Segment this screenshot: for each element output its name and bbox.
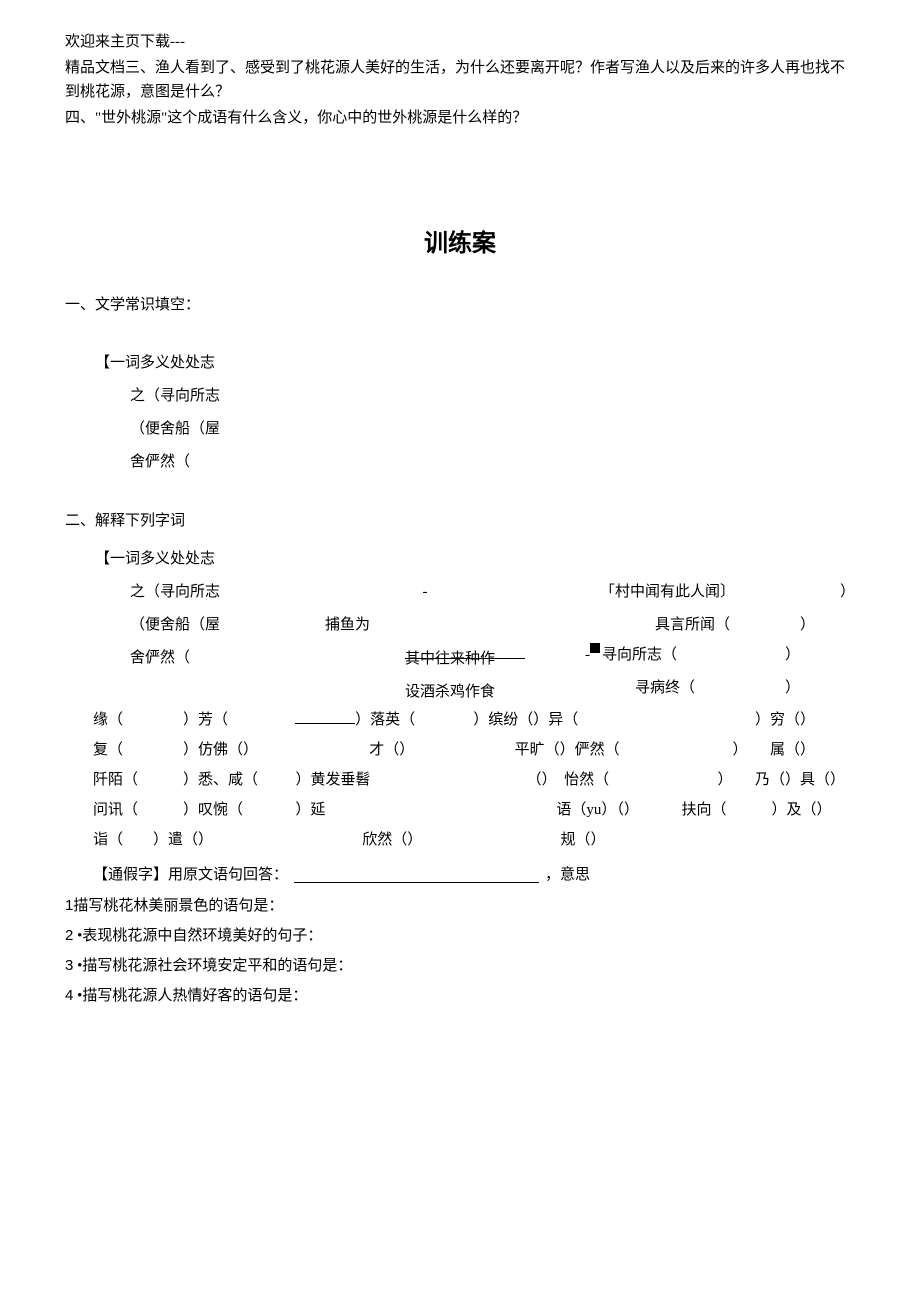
mid-blank-1 bbox=[305, 543, 545, 576]
question-1: 1描写桃花林美丽景色的语句是： bbox=[65, 891, 855, 921]
intro-paragraph-1: 精品文档三、渔人看到了、感受到了桃花源人美好的生活，为什么还要离开呢？作者写渔人… bbox=[65, 56, 855, 104]
section-1-heading: 一、文学常识填空： bbox=[65, 293, 855, 317]
right-blank-1 bbox=[545, 543, 855, 576]
tongjia-blank bbox=[294, 863, 539, 883]
cell-3a: 阡陌（ ）悉、咸（ bbox=[93, 765, 295, 795]
mid-l1: 捕鱼为 bbox=[305, 609, 545, 642]
cell-1c: ）缤纷（）异（ bbox=[473, 705, 661, 735]
word-row-2: 复（ ）仿佛（） 才（） 平旷（）俨然（ ） 属（） bbox=[93, 735, 855, 765]
intro-paragraph-2: 四、"世外桃源"这个成语有什么含义，你心中的世外桃源是什么样的？ bbox=[65, 106, 855, 130]
cell-1a: 缘（ ）芳（ bbox=[93, 705, 295, 735]
right-l1-b: ） bbox=[840, 576, 855, 609]
q4-text: •描写桃花源人热情好客的语句是： bbox=[73, 988, 307, 1004]
right-l2-a: 具言所闻（ bbox=[655, 609, 730, 642]
question-2: 2 •表现桃花源中自然环境美好的句子： bbox=[65, 921, 855, 951]
page-title: 训练案 bbox=[424, 230, 496, 257]
mid-dash: - bbox=[305, 576, 545, 609]
cell-4d: 扶向（ ）及（） bbox=[662, 795, 855, 825]
word-row-5: 诣（ ）遣（） 欣然（） 规（） bbox=[93, 825, 855, 855]
right-l2-b: ） bbox=[800, 609, 815, 642]
mid-l3: 设酒杀鸡作食 bbox=[305, 676, 545, 709]
cell-3d: ） 乃（）具（） bbox=[662, 765, 855, 795]
vocab2-item-1: 【一词多义处处志 bbox=[65, 543, 305, 576]
cell-3c: （） 怡然（ bbox=[474, 765, 662, 795]
cell-4b: ）延 bbox=[295, 795, 473, 825]
right-l1-a: 「村中闻有此人闻〕 bbox=[600, 576, 735, 609]
cell-4c: 语（yu）（） bbox=[474, 795, 662, 825]
tongjia-label: 【通假字】用原文语句回答： bbox=[93, 863, 288, 887]
right-l3-b: 寻向所志（ bbox=[600, 643, 785, 676]
cell-2d: ） 属（） bbox=[661, 735, 855, 765]
q3-text: •描写桃花源社会环境安定平和的语句是： bbox=[73, 958, 352, 974]
q2-text: •表现桃花源中自然环境美好的句子： bbox=[73, 928, 322, 944]
square-mark-icon bbox=[590, 643, 600, 653]
header-welcome: 欢迎来主页下载--- bbox=[65, 30, 855, 54]
cell-1b: ）落英（ bbox=[355, 712, 415, 728]
cell-5c: 规（） bbox=[474, 825, 662, 855]
section-2-heading: 二、解释下列字词 bbox=[65, 509, 855, 533]
vocab2-item-3: （便舍船（屋 bbox=[65, 609, 305, 642]
tongjia-tail: ，意思 bbox=[545, 863, 590, 887]
page-title-container: 训练案 bbox=[65, 225, 855, 263]
right-l4-b: ） bbox=[785, 676, 800, 709]
vocab-item-1: 【一词多义处处志 bbox=[65, 347, 855, 380]
word-row-4: 问讯（ ）叹惋（ ）延 语（yu）（） 扶向（ ）及（） bbox=[93, 795, 855, 825]
cell-3b: ）黄发垂髫 bbox=[295, 765, 473, 795]
cell-2c: 平旷（）俨然（ bbox=[473, 735, 661, 765]
right-l3-c: ） bbox=[785, 643, 800, 676]
cell-5b: 欣然（） bbox=[296, 825, 474, 855]
word-row-1: 缘（ ）芳（ ）落英（ ）缤纷（）异（ ）穷（） bbox=[93, 705, 855, 735]
question-3: 3 •描写桃花源社会环境安定平和的语句是： bbox=[65, 951, 855, 981]
vocab2-item-2: 之（寻向所志 bbox=[65, 576, 305, 609]
mid-l2: 其中往来种作 bbox=[305, 643, 545, 676]
cell-4a: 问讯（ ）叹惋（ bbox=[93, 795, 295, 825]
cell-1d: ）穷（） bbox=[661, 705, 855, 735]
cell-2b: 才（） bbox=[295, 735, 473, 765]
right-l4-a: 寻病终（ bbox=[635, 676, 695, 709]
vocab-item-4: 舍俨然（ bbox=[65, 446, 855, 479]
word-row-3: 阡陌（ ）悉、咸（ ）黄发垂髫 （） 怡然（ ） 乃（）具（） bbox=[93, 765, 855, 795]
vocab-item-2: 之（寻向所志 bbox=[65, 380, 855, 413]
cell-5a: 诣（ ）遣（） bbox=[93, 825, 296, 855]
cell-5d bbox=[662, 825, 855, 855]
question-4: 4 •描写桃花源人热情好客的语句是： bbox=[65, 981, 855, 1011]
cell-2a: 复（ ）仿佛（） bbox=[93, 735, 295, 765]
vocab-item-3: （便舍船（屋 bbox=[65, 413, 855, 446]
q1-text: 描写桃花林美丽景色的语句是： bbox=[73, 898, 283, 914]
